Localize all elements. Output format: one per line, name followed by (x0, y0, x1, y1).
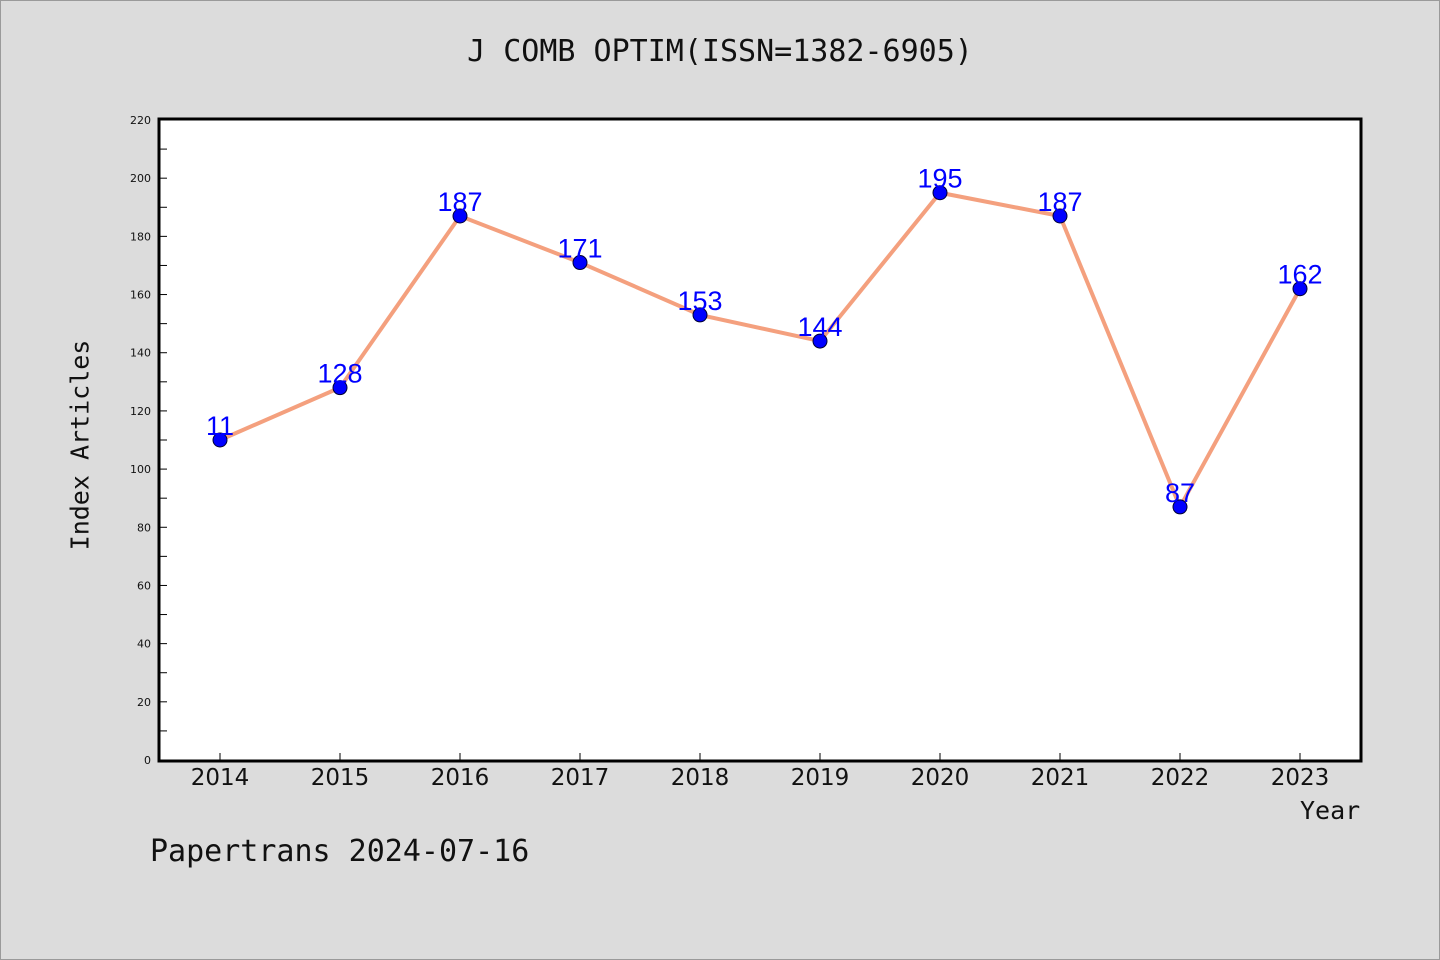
x-tick-label: 2022 (1151, 765, 1210, 791)
y-tick-label: 100 (130, 463, 151, 476)
x-tick-label: 2015 (311, 765, 370, 791)
x-axis-label: Year (1300, 796, 1361, 825)
data-point (332, 380, 348, 396)
y-tick-label: 60 (137, 579, 151, 592)
x-tick-label: 2017 (551, 765, 610, 791)
data-point (212, 432, 228, 448)
data-point (1292, 281, 1308, 297)
y-tick-label: 140 (130, 347, 151, 360)
chart-title: J COMB OPTIM(ISSN=1382-6905) (467, 34, 973, 69)
x-tick-label: 2014 (191, 765, 250, 791)
data-label: 144 (797, 312, 842, 342)
x-tick-label: 2019 (791, 765, 850, 791)
data-point (692, 307, 708, 323)
data-point (572, 255, 588, 271)
x-tick-label: 2021 (1031, 765, 1090, 791)
data-label: 187 (1037, 187, 1082, 217)
y-tick-label: 20 (137, 696, 151, 709)
x-tick-label: 2016 (431, 765, 490, 791)
data-label: 11 (206, 411, 234, 441)
data-label: 195 (917, 164, 962, 194)
data-label: 153 (677, 286, 722, 316)
y-tick-label: 40 (137, 638, 151, 651)
data-point (812, 333, 828, 349)
data-label: 162 (1277, 260, 1322, 290)
x-axis-ticks: 2014 2015 2016 2017 2018 2019 2020 2021 2022 2023 (191, 753, 1330, 791)
y-tick-label: 80 (137, 521, 151, 534)
y-tick-label: 120 (130, 405, 151, 418)
y-tick-label: 180 (130, 230, 151, 243)
footer-text: Papertrans 2024-07-16 (150, 834, 530, 869)
y-axis-ticks: 0 20 40 60 80 100 120 140 160 180 200 220 (130, 114, 167, 767)
data-label: 187 (437, 187, 482, 217)
y-tick-label: 0 (144, 754, 151, 767)
data-labels: 11 128 187 171 153 144 195 187 87 162 (206, 164, 1323, 508)
data-point (1052, 208, 1068, 224)
data-label: 171 (557, 234, 602, 264)
data-label: 87 (1165, 478, 1195, 508)
y-tick-label: 220 (130, 114, 151, 127)
data-point (932, 185, 948, 201)
x-tick-label: 2023 (1271, 765, 1330, 791)
series-group (212, 185, 1308, 515)
data-point (1172, 499, 1188, 515)
data-point (452, 208, 468, 224)
plot-area (157, 117, 1363, 763)
data-label: 128 (317, 359, 362, 389)
x-tick-label: 2020 (911, 765, 970, 791)
series-line (219, 190, 1302, 512)
x-tick-label: 2018 (671, 765, 730, 791)
y-tick-label: 200 (130, 172, 151, 185)
y-tick-label: 160 (130, 289, 151, 302)
